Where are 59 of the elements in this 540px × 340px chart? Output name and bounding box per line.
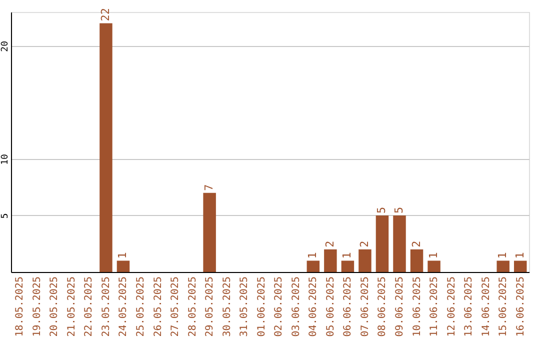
- x-tick-label: 23.05.2025: [100, 276, 112, 337]
- x-tick-label: 14.06.2025: [480, 276, 492, 337]
- bar: [410, 249, 424, 272]
- data-label: 2: [323, 240, 336, 248]
- x-tick-label: 07.06.2025: [360, 276, 371, 337]
- y-tick-label: 5: [0, 213, 10, 219]
- x-tick-label: 13.06.2025: [464, 276, 475, 337]
- data-label: 1: [306, 252, 320, 259]
- x-tick-label: 05.06.2025: [325, 276, 336, 337]
- data-label: 1: [427, 252, 440, 259]
- x-tick-label: 02.06.2025: [274, 276, 285, 337]
- bar: [100, 23, 112, 272]
- x-tick-label: 29.05.2025: [204, 276, 216, 337]
- bar: [496, 260, 510, 272]
- data-label: 22: [98, 8, 112, 22]
- x-tick-label: 24.05.2025: [118, 276, 130, 337]
- x-tick-label: 15.06.2025: [498, 276, 510, 337]
- x-tick-label: 06.06.2025: [342, 276, 354, 337]
- x-tick-label: 20.05.2025: [49, 276, 60, 337]
- x-tick-label: 08.06.2025: [377, 276, 388, 337]
- data-label: 2: [410, 240, 423, 248]
- bar: [306, 260, 320, 272]
- bar: [116, 260, 130, 272]
- data-label: 2: [358, 240, 371, 248]
- x-tick-label: 10.06.2025: [412, 276, 423, 337]
- data-label: 5: [392, 206, 406, 214]
- data-label: 7: [202, 184, 216, 191]
- x-tick-label: 30.05.2025: [222, 276, 233, 337]
- x-tick-label: 16.06.2025: [515, 276, 526, 337]
- x-tick-label: 31.05.2025: [239, 276, 250, 337]
- x-tick-label: 26.05.2025: [152, 276, 164, 337]
- bar: [393, 215, 406, 272]
- x-tick-label: 21.05.2025: [66, 276, 78, 337]
- x-tick-label: 22.05.2025: [84, 276, 95, 337]
- x-tick-label: 19.05.2025: [32, 276, 43, 337]
- data-label: 1: [513, 252, 526, 259]
- bar: [341, 260, 354, 272]
- x-tick-label: 04.06.2025: [308, 276, 320, 337]
- data-label: 1: [496, 252, 510, 259]
- x-tick-label: 25.05.2025: [136, 276, 146, 337]
- x-tick-label: 11.06.2025: [429, 276, 440, 337]
- data-label: 5: [375, 206, 388, 214]
- x-tick-label: 09.06.2025: [394, 276, 406, 337]
- x-tick-label: 18.05.2025: [14, 276, 26, 337]
- x-tick-label: 03.06.2025: [290, 276, 302, 337]
- data-label: 1: [340, 252, 354, 259]
- bar: [324, 249, 337, 272]
- x-tick-label: 28.05.2025: [187, 276, 198, 337]
- y-tick-label: 10: [0, 154, 10, 165]
- bar: [514, 260, 527, 272]
- x-tick-label: 01.06.2025: [256, 276, 268, 337]
- bar: [376, 215, 389, 272]
- x-tick-label: 12.06.2025: [446, 276, 458, 337]
- bar: [203, 192, 216, 272]
- bar: [428, 260, 440, 272]
- bar: [358, 249, 372, 272]
- y-tick-label: 20: [0, 40, 10, 52]
- data-label: 1: [116, 252, 130, 259]
- x-tick-label: 27.05.2025: [170, 276, 182, 337]
